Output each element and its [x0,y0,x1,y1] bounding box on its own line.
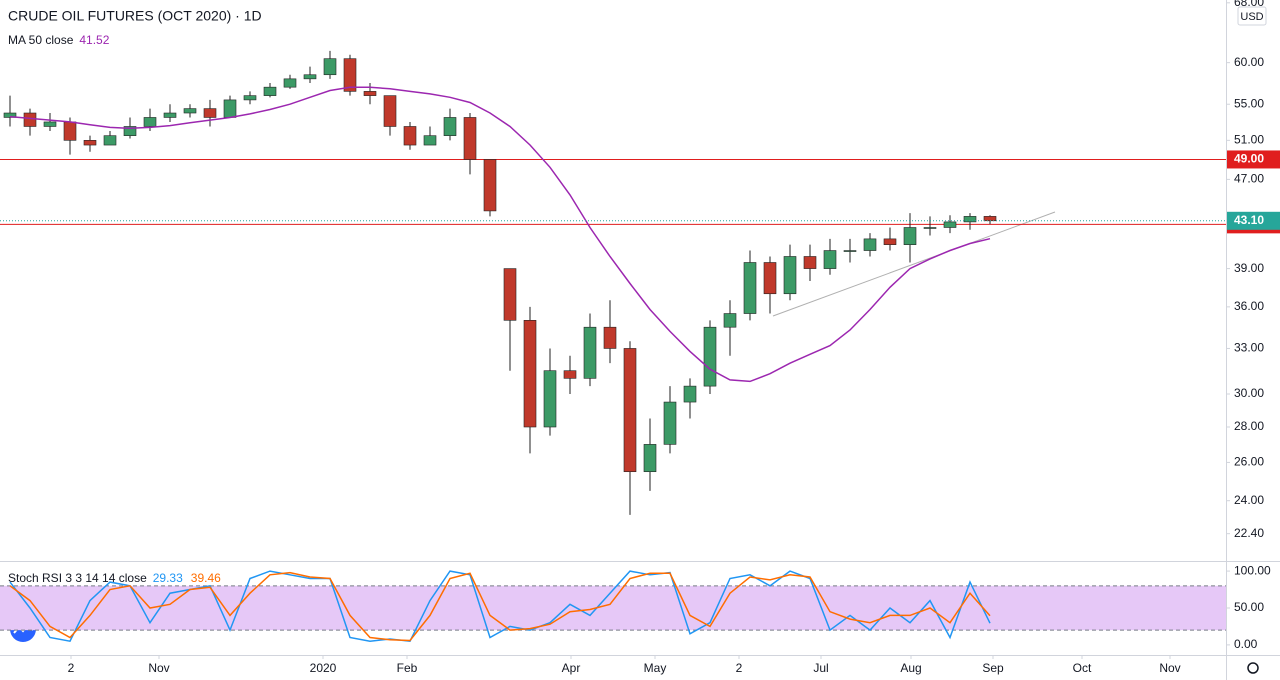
candle-body [703,326,717,387]
candle-body [483,159,497,212]
y-tick-label: 51.00 [1234,133,1264,147]
y-tick-label: 55.00 [1234,96,1264,110]
candle-body [103,135,117,146]
trend-line [772,211,1056,317]
x-tick-label: 2020 [310,661,337,675]
chart-title: CRUDE OIL FUTURES (OCT 2020) · 1D [8,8,262,24]
candle-body [283,78,297,88]
candle-body [223,99,237,118]
x-tick-label: Nov [1159,661,1180,675]
candle-body [803,256,817,269]
candle-body [663,401,677,445]
candle-body [203,108,217,118]
candle-body [183,108,197,114]
band-fill [0,585,1226,631]
candle-body [443,117,457,136]
candle-body [43,121,57,127]
x-tick-label: May [644,661,667,675]
price-label-box [1227,150,1280,169]
candle-body [3,112,17,118]
candle-body [623,348,637,473]
candle-body [563,370,577,379]
indicator-title: Stoch RSI 3 3 14 14 close [8,571,147,585]
y-tick-label: 47.00 [1234,172,1264,186]
y-tick-label: 60.00 [1234,55,1264,69]
candle-body [83,140,97,146]
x-tick-label: Oct [1073,661,1092,675]
currency: USD [1240,11,1263,23]
legend-name: MA 50 close [8,33,74,47]
candle-body [983,216,997,222]
candle-body [763,262,777,295]
legend-value: 41.52 [79,33,109,47]
x-tick-label: Aug [900,661,921,675]
candle-body [143,117,157,127]
y-tick-label: 0.00 [1234,637,1258,651]
x-tick-label: Nov [148,661,169,675]
candle-body [503,268,517,321]
candle-body [63,121,77,141]
series-line [9,86,991,383]
candle-body [943,221,957,228]
candle-body [23,112,37,127]
x-tick-label: Sep [982,661,1004,675]
candle-body [743,262,757,314]
legend-value: 29.33 [153,571,183,585]
y-tick-label: 26.00 [1234,455,1264,469]
candle-body [463,117,477,160]
candle-body [723,313,737,328]
candle-body [903,227,917,245]
y-tick-label: 50.00 [1234,600,1264,614]
price-label: 49.00 [1234,152,1264,166]
y-tick-label: 100.00 [1234,563,1271,577]
last-price-box [1227,211,1280,230]
candle-body [403,126,417,146]
y-tick-label: 68.00 [1234,0,1264,9]
y-tick-label: 39.00 [1234,261,1264,275]
candle-body [263,86,277,96]
x-tick-label: Feb [397,661,418,675]
x-tick-label: Jul [813,661,828,675]
candle-body [163,112,177,118]
y-tick-label: 24.00 [1234,493,1264,507]
candle-body [583,326,597,379]
y-tick-label: 30.00 [1234,386,1264,400]
candle-body [543,370,557,428]
series-line [9,571,991,642]
y-tick-label: 36.00 [1234,299,1264,313]
candle-body [883,238,897,245]
candle-body [343,58,357,92]
candle-body [643,444,657,473]
candle-body [303,74,317,80]
candle-body [863,238,877,251]
candle-body [603,326,617,349]
last-price-label: 43.10 [1234,213,1264,227]
settings-button[interactable] [1247,662,1259,674]
candle-body [823,250,837,269]
candle-body [323,58,337,76]
candle-body [523,320,537,428]
x-tick-label: Apr [562,661,581,675]
currency-box [1237,6,1267,26]
candle-body [363,91,377,96]
x-tick-label: 2 [736,661,743,675]
candle-body [843,250,857,252]
series-line [9,570,991,643]
candle-body [243,95,257,101]
candle-body [383,95,397,127]
candle-body [783,256,797,295]
candle-body [123,126,137,136]
x-tick-label: 2 [68,661,75,675]
y-tick-label: 33.00 [1234,341,1264,355]
candle-body [423,135,437,146]
candle-body [963,216,977,223]
legend-value: 39.46 [191,571,221,585]
y-tick-label: 22.40 [1234,526,1264,540]
candle-body [683,385,697,403]
candle-body [923,227,937,229]
y-tick-label: 28.00 [1234,419,1264,433]
